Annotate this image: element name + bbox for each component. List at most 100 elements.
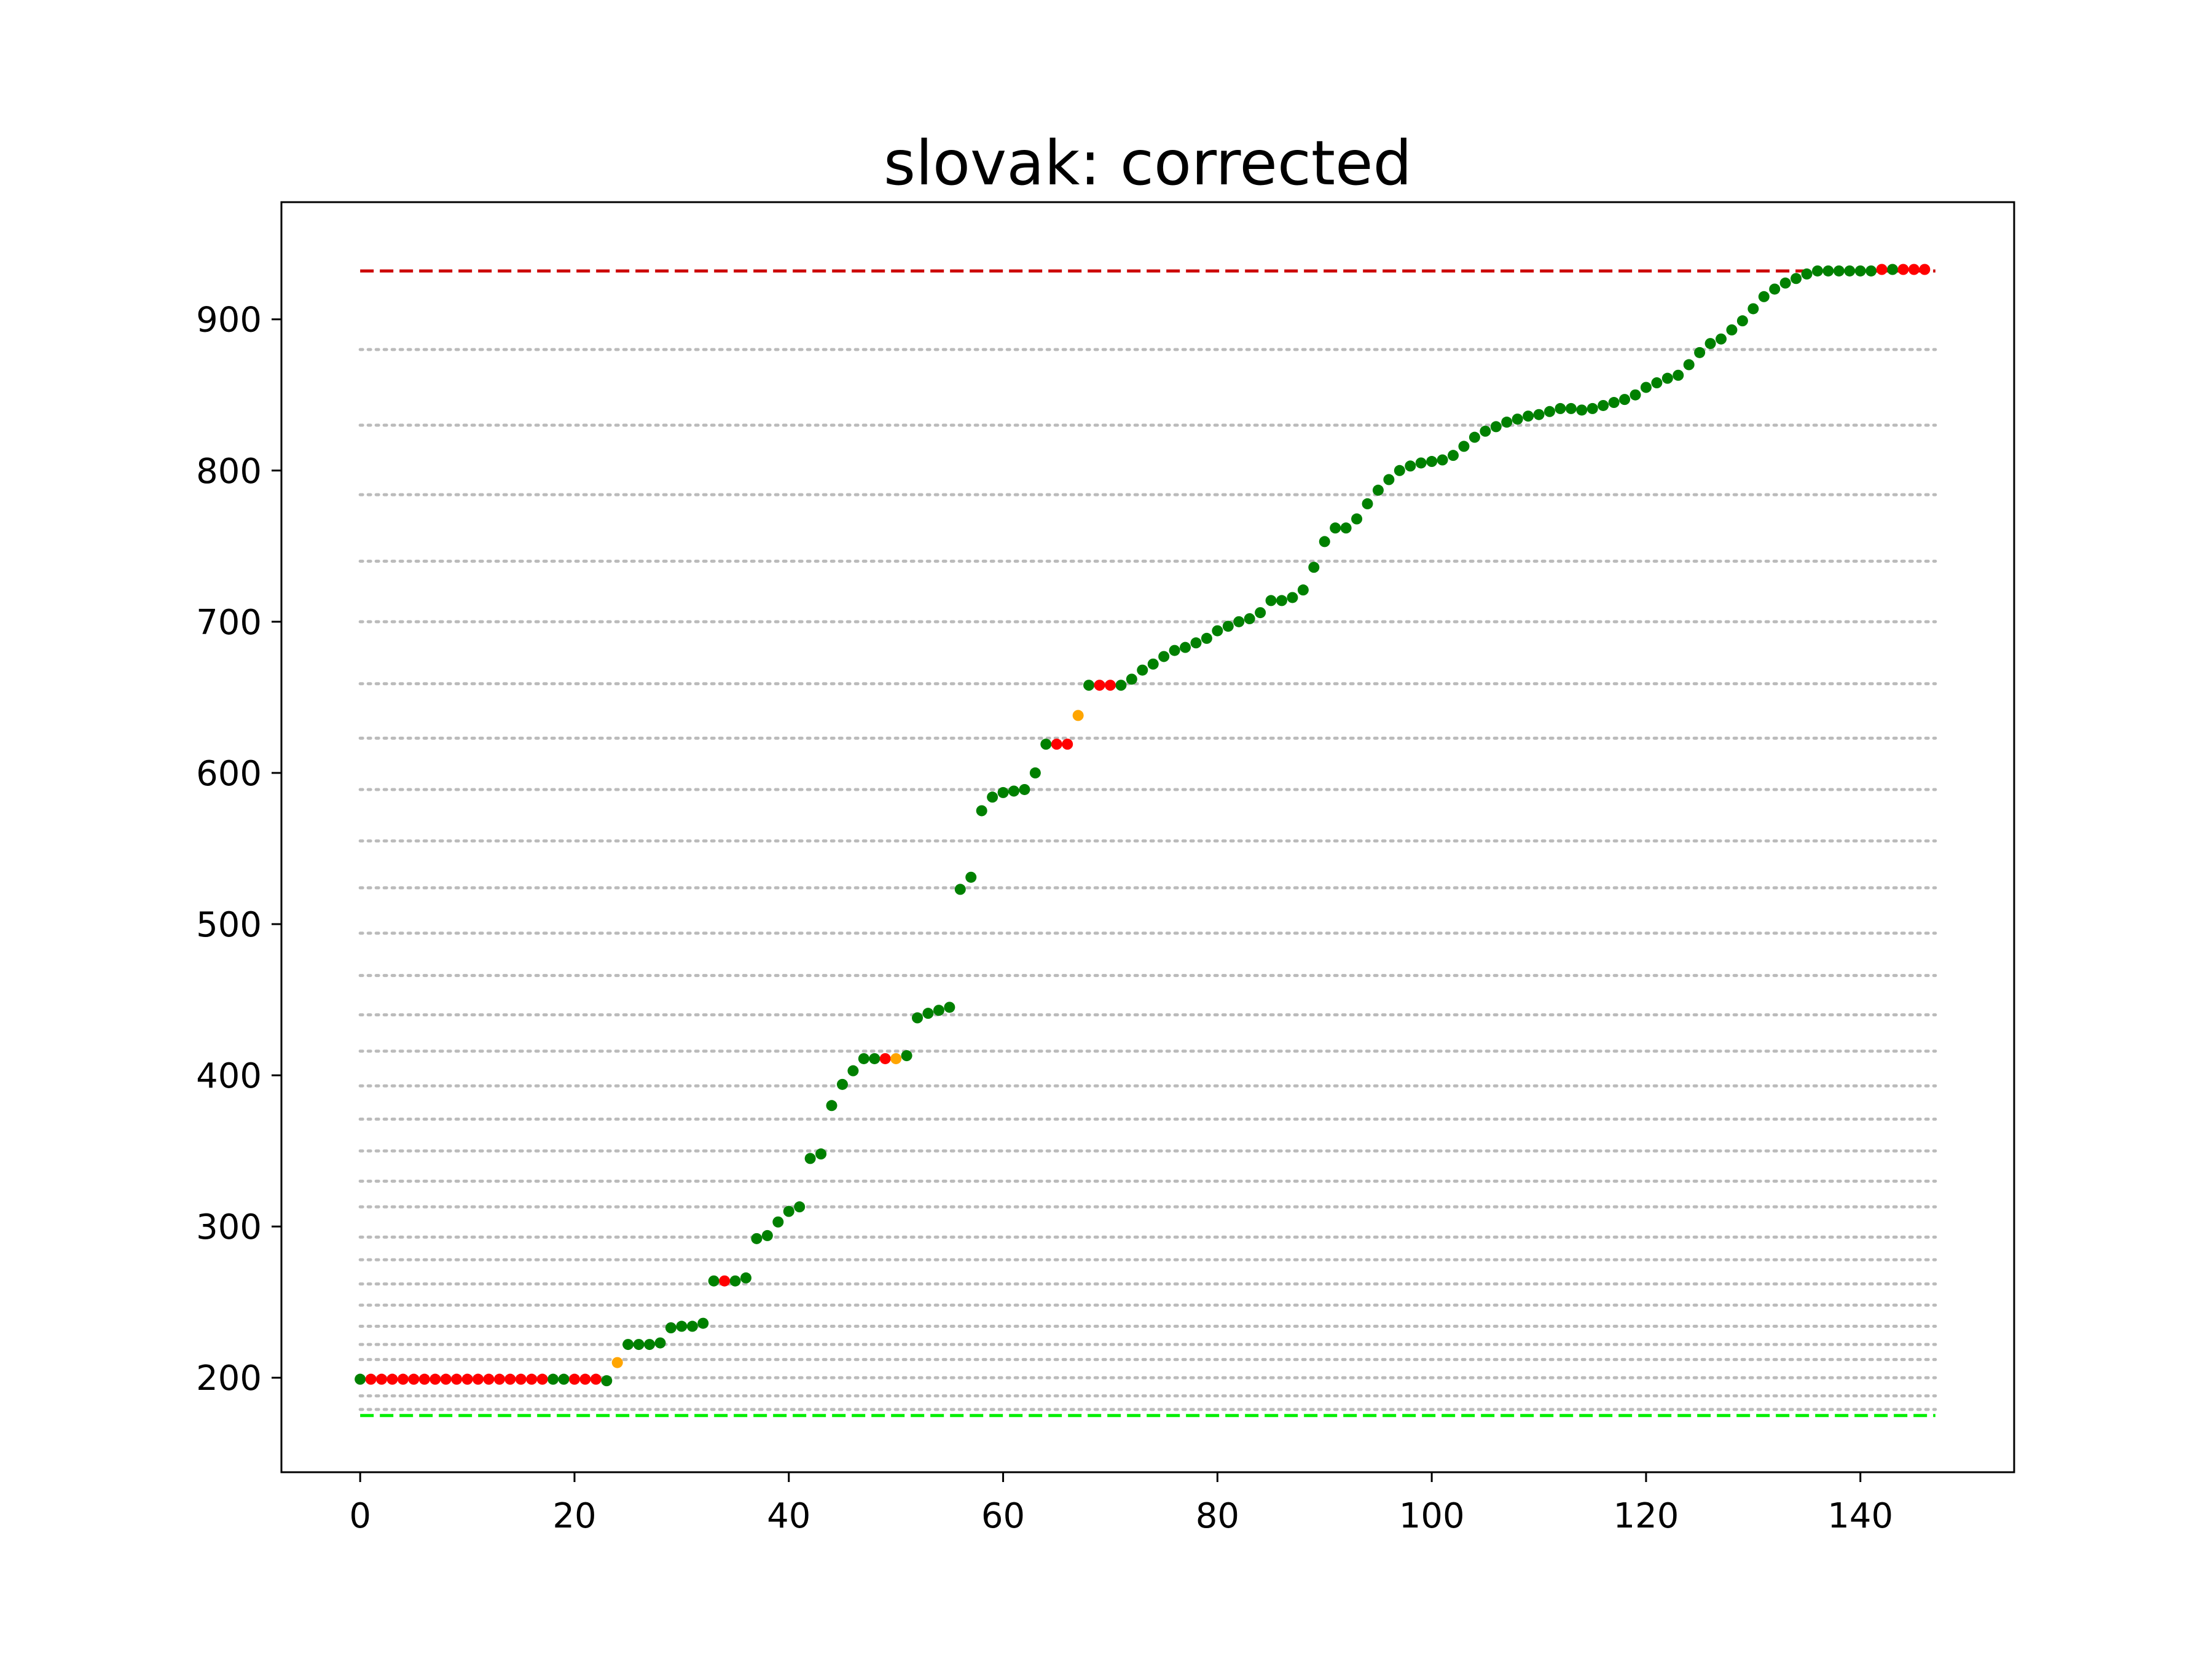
green-data-point <box>794 1201 806 1213</box>
red-data-point <box>1104 680 1116 691</box>
green-data-point <box>1158 651 1170 662</box>
green-data-point <box>708 1275 720 1287</box>
green-data-point <box>1673 369 1684 381</box>
green-data-point <box>1201 632 1212 644</box>
green-data-point <box>654 1337 666 1349</box>
green-data-point <box>1115 680 1127 691</box>
green-data-point <box>1736 315 1748 327</box>
green-data-point <box>1640 382 1652 393</box>
green-data-point <box>1233 616 1245 627</box>
y-tick-label: 400 <box>196 1056 262 1096</box>
orange-data-point <box>890 1053 902 1064</box>
green-data-point <box>965 871 977 883</box>
green-data-point <box>1244 613 1255 624</box>
green-data-point <box>1716 333 1727 345</box>
green-data-point <box>1437 454 1448 466</box>
red-data-point <box>365 1373 377 1385</box>
green-data-point <box>976 805 987 817</box>
green-data-point <box>1426 456 1438 468</box>
green-data-point <box>1276 595 1287 606</box>
green-data-point <box>686 1320 698 1332</box>
green-data-point <box>355 1373 366 1385</box>
chart-title: slovak: corrected <box>884 127 1412 199</box>
green-data-point <box>1137 664 1148 676</box>
green-data-point <box>1565 402 1577 414</box>
red-data-point <box>579 1373 591 1385</box>
y-tick-label: 200 <box>196 1359 262 1398</box>
green-data-point <box>1865 265 1877 276</box>
green-data-point <box>558 1373 570 1385</box>
green-data-point <box>622 1339 634 1351</box>
green-data-point <box>665 1322 677 1334</box>
green-data-point <box>1833 265 1845 276</box>
green-data-point <box>1308 562 1320 573</box>
green-data-point <box>1598 399 1609 411</box>
y-tick-label: 500 <box>196 905 262 945</box>
red-data-point <box>418 1373 430 1385</box>
green-data-point <box>644 1339 656 1351</box>
green-data-point <box>858 1053 869 1064</box>
x-tick-label: 60 <box>981 1496 1025 1536</box>
y-tick-label: 300 <box>196 1207 262 1247</box>
y-tick-label: 900 <box>196 300 262 340</box>
red-data-point <box>408 1373 420 1385</box>
red-data-point <box>504 1373 516 1385</box>
green-data-point <box>1490 421 1502 433</box>
red-data-point <box>483 1373 495 1385</box>
red-data-point <box>1062 739 1073 750</box>
green-data-point <box>729 1275 741 1287</box>
y-tick-label: 600 <box>196 754 262 794</box>
green-data-point <box>676 1320 688 1332</box>
green-data-point <box>1555 402 1566 414</box>
green-data-point <box>912 1012 924 1024</box>
green-data-point <box>1543 406 1555 417</box>
red-data-point <box>1908 264 1920 275</box>
y-tick-label: 800 <box>196 452 262 492</box>
green-data-point <box>847 1065 859 1077</box>
green-data-point <box>1083 680 1095 691</box>
red-data-point <box>1876 264 1888 275</box>
green-data-point <box>997 786 1009 798</box>
green-data-point <box>1147 658 1159 670</box>
x-tick-label: 20 <box>552 1496 596 1536</box>
red-data-point <box>376 1373 388 1385</box>
red-data-point <box>526 1373 538 1385</box>
red-data-point <box>429 1373 441 1385</box>
green-data-point <box>1501 417 1513 428</box>
x-tick-label: 140 <box>1827 1496 1893 1536</box>
x-tick-label: 40 <box>767 1496 810 1536</box>
green-data-point <box>740 1272 752 1284</box>
red-data-point <box>536 1373 548 1385</box>
green-data-point <box>1297 584 1309 596</box>
green-data-point <box>1469 431 1480 443</box>
red-data-point <box>1897 264 1909 275</box>
green-data-point <box>1351 513 1363 525</box>
green-data-point <box>1019 783 1030 795</box>
red-data-point <box>461 1373 473 1385</box>
green-data-point <box>1533 409 1545 420</box>
red-data-point <box>397 1373 409 1385</box>
green-data-point <box>633 1339 645 1351</box>
green-data-point <box>1694 347 1706 358</box>
green-data-point <box>1287 592 1298 603</box>
green-data-point <box>1747 303 1759 315</box>
green-data-point <box>1726 324 1738 335</box>
red-data-point <box>719 1275 731 1287</box>
green-data-point <box>1212 625 1223 637</box>
red-data-point <box>386 1373 398 1385</box>
red-data-point <box>590 1373 602 1385</box>
x-tick-label: 0 <box>349 1496 371 1536</box>
green-data-point <box>1180 641 1191 653</box>
orange-data-point <box>1072 710 1084 721</box>
green-data-point <box>1887 264 1899 275</box>
green-data-point <box>1523 410 1534 422</box>
green-data-point <box>836 1078 848 1090</box>
x-tick-label: 100 <box>1399 1496 1465 1536</box>
green-data-point <box>1512 414 1523 425</box>
green-data-point <box>1448 450 1459 461</box>
green-data-point <box>1029 767 1041 779</box>
green-data-point <box>1190 637 1202 649</box>
red-data-point <box>1094 680 1105 691</box>
red-data-point <box>1051 739 1062 750</box>
green-data-point <box>933 1005 944 1016</box>
